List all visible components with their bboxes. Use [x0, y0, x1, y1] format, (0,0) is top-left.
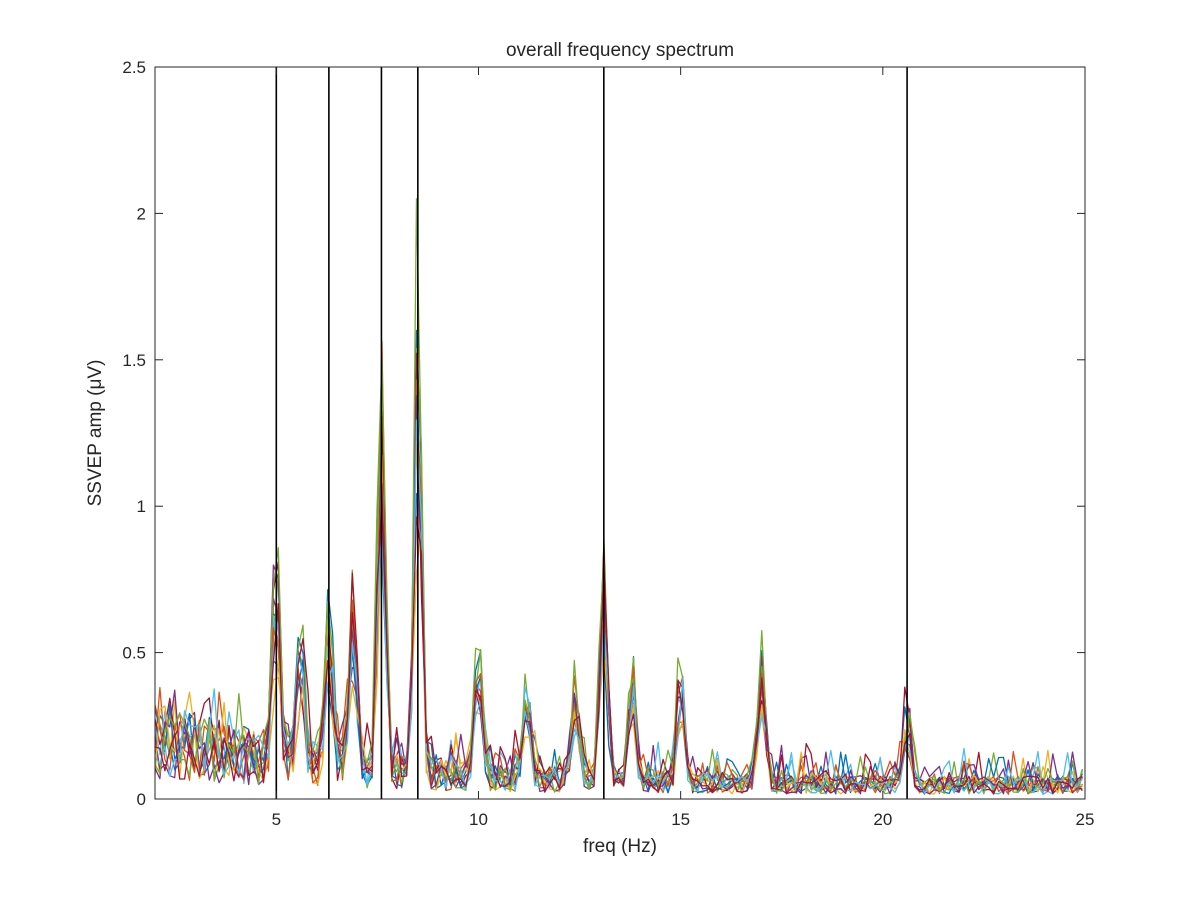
- x-tick-label: 5: [272, 810, 281, 829]
- y-tick-label: 1.5: [122, 351, 146, 370]
- axes-box: [154, 66, 1086, 800]
- x-axis-label: freq (Hz): [583, 836, 657, 857]
- y-tick-label: 0: [137, 790, 146, 809]
- y-tick-label: 0.5: [122, 644, 146, 663]
- y-tick-label: 2: [137, 204, 146, 223]
- x-tick-label: 20: [873, 810, 892, 829]
- y-axis-label: SSVEP amp (μV): [85, 360, 106, 507]
- plot-area: 5 10 15 20 25 0 0.5 1 1.5 2 2.5: [122, 58, 1094, 829]
- x-tick-label: 10: [469, 810, 488, 829]
- vertical-markers: [275, 67, 908, 799]
- series-layer: [154, 198, 1084, 796]
- x-tick-label: 15: [671, 810, 690, 829]
- series-line-13: [154, 419, 1083, 795]
- y-tick-label: 2.5: [122, 58, 146, 77]
- chart-title: overall frequency spectrum: [506, 40, 734, 61]
- series-line-14: [154, 504, 1083, 795]
- x-tick-label: 25: [1076, 810, 1095, 829]
- y-tick-label: 1: [137, 497, 146, 516]
- series-line-9: [154, 379, 1084, 795]
- axis-ticks: 5 10 15 20 25 0 0.5 1 1.5 2 2.5: [122, 58, 1094, 829]
